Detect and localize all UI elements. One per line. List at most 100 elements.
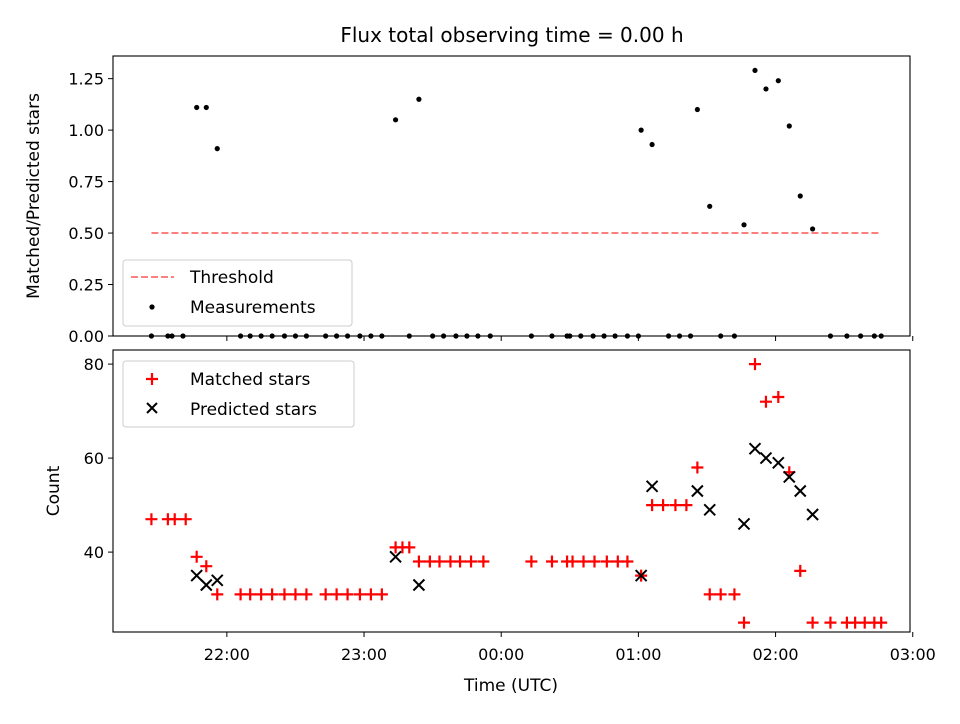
- matched-star-marker: [600, 555, 613, 568]
- predicted-star-marker: [691, 484, 704, 498]
- bottom-y-tick-label: 40: [84, 543, 104, 562]
- matched-star-marker: [669, 499, 682, 512]
- legend-measurements-swatch: [149, 304, 155, 310]
- predicted-star-marker: [737, 517, 751, 531]
- bottom-y-axis-label: Count: [44, 465, 64, 516]
- predicted-star-marker: [703, 503, 716, 517]
- measurement-point: [214, 146, 220, 152]
- measurement-point: [416, 96, 422, 102]
- legend-measurements-label: Measurements: [190, 298, 316, 318]
- matched-star-marker: [545, 555, 558, 568]
- top-y-tick-label: 1.25: [68, 70, 104, 89]
- matched-star-marker: [566, 555, 579, 568]
- matched-star-marker: [824, 616, 837, 629]
- bottom-plot-area: 40 60 80 22:00 23:00 00:00 01:00 02:00 03:00: [84, 355, 936, 664]
- top-y-tick-label: 0.00: [68, 327, 104, 346]
- matched-star-marker: [875, 616, 888, 629]
- legend-predicted-swatch: [146, 402, 158, 414]
- top-y-tick-label: 0.50: [68, 224, 104, 243]
- matched-star-marker: [759, 395, 772, 408]
- top-y-tick-label: 1.00: [68, 121, 104, 140]
- matched-star-marker: [300, 588, 313, 601]
- matched-star-marker: [794, 564, 807, 577]
- matched-star-marker: [255, 588, 268, 601]
- matched-star-marker: [657, 499, 670, 512]
- predicted-star-marker: [634, 569, 648, 582]
- matched-star-marker: [412, 555, 425, 568]
- matched-star-marker: [577, 555, 590, 568]
- measurement-point: [763, 86, 769, 92]
- matched-star-marker: [375, 588, 388, 601]
- x-tick-label: 22:00: [204, 645, 250, 664]
- matched-star-marker: [353, 588, 366, 601]
- matched-star-marker: [403, 541, 416, 554]
- matched-star-marker: [806, 616, 819, 629]
- measurement-point: [203, 104, 209, 111]
- predicted-star-marker: [389, 550, 402, 564]
- top-y-axis-label: Matched/Predicted stars: [24, 93, 44, 299]
- top-plot-area: 0.00 0.25 0.50 0.75 1.00 1.25: [68, 67, 914, 346]
- predicted-star-marker: [200, 578, 213, 592]
- matched-star-marker: [477, 555, 490, 568]
- matched-star-marker: [703, 588, 716, 601]
- x-tick-label: 03:00: [890, 645, 936, 664]
- predicted-star-marker: [748, 442, 762, 455]
- legend-matched-swatch: [146, 373, 158, 385]
- legend-threshold-label: Threshold: [189, 268, 274, 288]
- matched-star-marker: [330, 588, 343, 601]
- matched-star-marker: [748, 358, 761, 371]
- predicted-star-marker: [772, 456, 785, 470]
- measurement-point: [786, 123, 792, 129]
- matched-star-marker: [588, 555, 601, 568]
- matched-star-marker: [278, 588, 291, 601]
- measurement-point: [775, 78, 781, 84]
- matched-star-marker: [728, 588, 741, 601]
- matched-star-marker: [691, 461, 704, 474]
- top-axes-frame: [112, 55, 911, 337]
- measurement-point: [741, 222, 747, 228]
- chart-title: Flux total observing time = 0.00 h: [340, 23, 683, 47]
- x-tick-label: 23:00: [341, 645, 387, 664]
- matched-star-marker: [200, 560, 213, 573]
- measurement-point: [392, 117, 399, 123]
- x-tick-label: 01:00: [615, 645, 661, 664]
- predicted-star-marker: [783, 470, 796, 484]
- x-axis-label: Time (UTC): [463, 676, 558, 696]
- matched-star-marker: [190, 550, 203, 563]
- top-y-tick-label: 0.25: [68, 276, 104, 295]
- matched-star-marker: [454, 555, 467, 568]
- predicted-star-marker: [645, 480, 659, 493]
- bottom-y-tick-label: 60: [84, 449, 104, 468]
- matched-star-marker: [738, 616, 751, 629]
- matched-star-marker: [646, 499, 659, 512]
- measurement-point: [194, 104, 200, 111]
- matched-star-marker: [714, 588, 727, 601]
- matched-star-marker: [364, 588, 377, 601]
- predicted-star-marker: [759, 451, 773, 465]
- matched-star-marker: [465, 555, 478, 568]
- predicted-star-marker: [794, 484, 807, 498]
- top-y-tick-label: 0.75: [68, 173, 104, 192]
- matched-star-marker: [433, 555, 446, 568]
- matched-star-marker: [244, 588, 257, 601]
- bottom-legend-box: [122, 360, 355, 428]
- predicted-star-marker: [190, 569, 203, 582]
- matched-star-marker: [621, 555, 634, 568]
- matched-star-marker: [211, 588, 224, 601]
- matched-star-marker: [341, 588, 354, 601]
- legend-matched-label: Matched stars: [190, 370, 310, 390]
- matched-star-marker: [319, 588, 332, 601]
- x-tick-label: 00:00: [478, 645, 524, 664]
- top-legend-box: [122, 259, 353, 327]
- matched-star-marker: [266, 588, 279, 601]
- measurement-point: [752, 67, 758, 74]
- predicted-star-marker: [211, 574, 224, 587]
- matched-star-marker: [168, 513, 181, 526]
- matched-star-marker: [525, 555, 538, 568]
- measurement-point: [707, 203, 713, 209]
- matched-star-marker: [772, 391, 785, 403]
- matched-star-marker: [179, 513, 192, 526]
- matched-star-marker: [145, 513, 158, 526]
